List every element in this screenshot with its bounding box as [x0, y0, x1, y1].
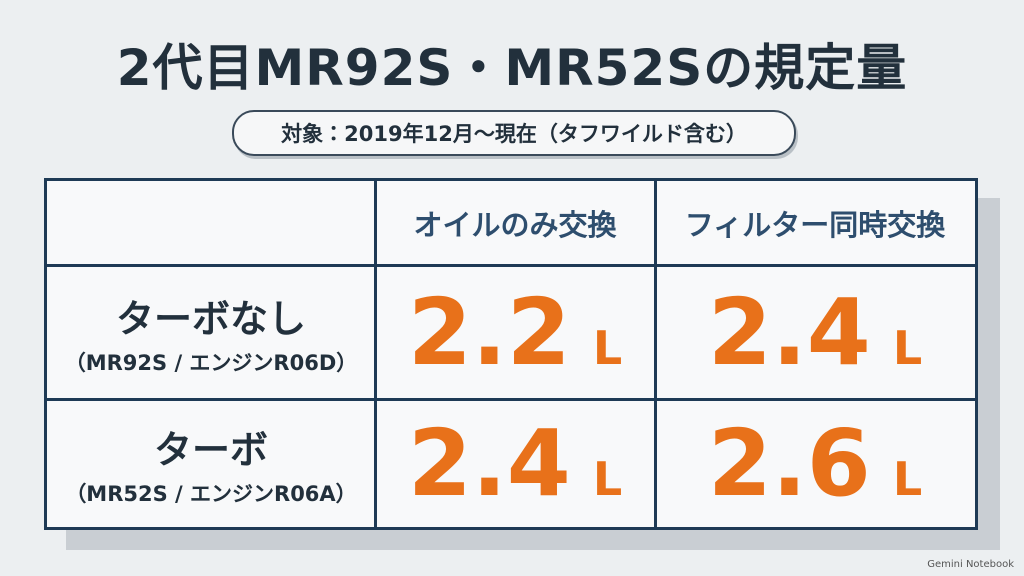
subtitle: 対象：2019年12月〜現在（タフワイルド含む）: [232, 110, 796, 156]
capacity-unit: L: [592, 451, 623, 506]
capacity-unit: L: [592, 320, 623, 375]
capacity-unit: L: [892, 451, 923, 506]
capacity-value: 2.2: [407, 278, 571, 386]
capacity: 2.4 L: [708, 279, 922, 386]
row-divider: [47, 397, 975, 401]
table: オイルのみ交換 フィルター同時交換ターボなし （MR92S / エンジンR06D） 2…: [44, 178, 978, 530]
row-label: ターボなし: [115, 296, 306, 341]
capacity-value: 2.4: [407, 409, 571, 517]
value-cell: 2.4 L: [375, 399, 655, 527]
watermark: Gemini Notebook: [927, 559, 1014, 570]
column-header: フィルター同時交換: [684, 208, 946, 242]
capacity: 2.4 L: [408, 410, 622, 517]
capacity-value: 2.6: [707, 409, 871, 517]
column-header-cell: フィルター同時交換: [655, 181, 975, 265]
column-divider: [373, 181, 377, 527]
capacity: 2.6 L: [708, 410, 922, 517]
value-cell: 2.6 L: [655, 399, 975, 527]
capacity-unit: L: [892, 320, 923, 375]
column-divider: [653, 181, 657, 527]
title: 2代目MR92S・MR52Sの規定量: [116, 39, 908, 97]
column-header: オイルのみ交換: [413, 208, 617, 242]
row-header-cell: ターボなし （MR92S / エンジンR06D）: [47, 265, 375, 399]
row-divider: [47, 263, 975, 267]
row-label: ターボ: [153, 427, 268, 472]
value-cell: 2.2 L: [375, 265, 655, 399]
row-sublabel: （MR52S / エンジンR06A）: [65, 481, 357, 506]
value-cell: 2.4 L: [655, 265, 975, 399]
capacity-value: 2.4: [707, 278, 871, 386]
capacity: 2.2 L: [408, 279, 622, 386]
column-header-cell: オイルのみ交換: [375, 181, 655, 265]
row-header-cell: ターボ （MR52S / エンジンR06A）: [47, 399, 375, 527]
row-sublabel: （MR92S / エンジンR06D）: [64, 350, 358, 375]
